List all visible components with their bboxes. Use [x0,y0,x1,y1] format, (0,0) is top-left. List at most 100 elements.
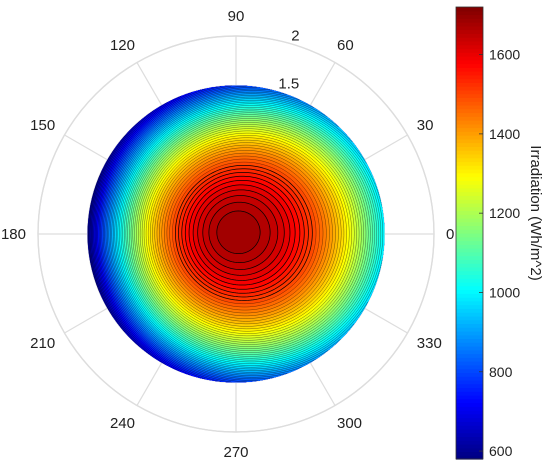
angle-tick-label: 120 [110,37,135,54]
colorbar-segment [456,63,483,68]
angle-tick-label: 0 [446,226,454,243]
colorbar-segment [456,440,483,445]
colorbar-tick-label: 1000 [489,285,520,301]
colorbar-segment [456,191,483,196]
colorbar-segment [456,383,483,389]
colorbar-segment [456,289,483,294]
colorbar-segment [456,274,483,279]
colorbar-segment [456,7,483,12]
colorbar-tick-label: 1200 [489,205,520,221]
colorbar-tick-label: 1400 [489,126,520,142]
colorbar-segment [456,278,483,283]
radial-tick-label: 1.5 [278,76,299,93]
polar-tick-labels: 0 30 60 90 120 150 180 210 240 270 300 330 1.5 2 [1,8,454,461]
colorbar-segment [456,402,483,407]
angle-tick-label: 30 [417,117,434,134]
colorbar-segment [456,285,483,291]
colorbar-segment [456,93,483,98]
colorbar-segment [456,59,483,65]
colorbar-label: Irradiation (Wh/m^2) [527,145,544,280]
colorbar-segment [456,447,483,453]
colorbar-segment [456,330,483,336]
colorbar-segment [456,240,483,245]
colorbar-segment [456,255,483,260]
colorbar-segment [456,263,483,268]
colorbar-segment [456,387,483,392]
colorbar-segment [456,217,483,223]
colorbar-segment [456,97,483,102]
colorbar-segment [456,150,483,155]
colorbar-segment [456,428,483,434]
colorbar-segment [456,346,483,351]
colorbar-segment [456,308,483,313]
colorbar-segment [456,297,483,302]
angle-tick-label: 60 [337,37,354,54]
colorbar-segment [456,14,483,19]
colorbar-segment [456,127,483,132]
colorbar-segment [456,142,483,147]
colorbar-segment [456,225,483,230]
colorbar-segment [456,319,483,324]
colorbar-segment [456,304,483,309]
colorbar-segment [456,195,483,200]
colorbar-segment [456,74,483,80]
colorbar-segment [456,455,483,460]
colorbar-segment [456,71,483,76]
colorbar-segment [456,10,483,16]
colorbar-segment [456,37,483,42]
colorbar-segment [456,108,483,114]
colorbar-segment [456,413,483,419]
colorbar-segment [456,436,483,441]
colorbar-segment [456,300,483,306]
colorbar-segment [456,161,483,166]
colorbar-segment [456,315,483,321]
colorbar-segment [456,86,483,91]
angle-tick-label: 150 [30,117,55,134]
colorbar-segment [456,244,483,249]
colorbar-tick-label: 800 [489,364,513,380]
colorbar-segment [456,172,483,178]
colorbar-segment [456,236,483,242]
colorbar-segment [456,364,483,370]
colorbar-segment [456,327,483,332]
colorbar-segment [456,251,483,257]
colorbar-segment [456,221,483,227]
colorbar-segment [456,372,483,377]
colorbar-segment [456,421,483,426]
colorbar-segment [456,391,483,396]
colorbar-segment [456,123,483,129]
colorbar-segment [456,112,483,117]
colorbar-segment [456,233,483,238]
colorbar-segment [456,44,483,50]
colorbar-segment [456,165,483,170]
colorbar-segment [456,116,483,121]
colorbar-segment [456,206,483,211]
angle-tick-label: 210 [30,335,55,352]
colorbar-segment [456,202,483,208]
colorbar-frame [455,6,484,460]
colorbar-segment [456,293,483,298]
colorbar-segment [456,120,483,125]
colorbar-segment [456,270,483,276]
colorbar-segment [456,29,483,34]
colorbar-segment [456,410,483,415]
colorbar-segment [456,214,483,219]
colorbar-segment [456,406,483,411]
colorbar-segment [456,338,483,343]
colorbar-segment [456,353,483,358]
angle-tick-label: 90 [228,8,245,25]
colorbar-segment [456,368,483,373]
colorbar-segment [456,312,483,317]
colorbar-segment [456,394,483,400]
colorbar-segment [456,259,483,264]
colorbar-segment [456,40,483,46]
colorbar-tick-label: 1600 [489,47,520,63]
colorbar-segment [456,417,483,422]
colorbar-segment [456,398,483,404]
colorbar-segment [456,157,483,163]
colorbar-segment [456,82,483,87]
colorbar-segment [456,138,483,144]
colorbar-tick-label: 600 [489,443,513,459]
